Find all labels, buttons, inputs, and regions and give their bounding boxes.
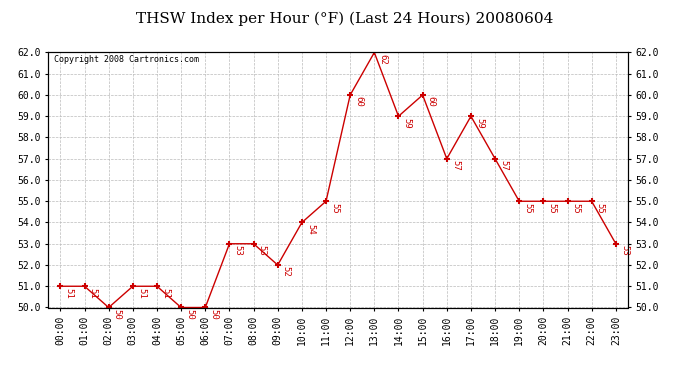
Text: 53: 53 [620, 245, 629, 256]
Text: 52: 52 [282, 266, 291, 277]
Text: THSW Index per Hour (°F) (Last 24 Hours) 20080604: THSW Index per Hour (°F) (Last 24 Hours)… [137, 11, 553, 26]
Text: 59: 59 [475, 118, 484, 128]
Text: 51: 51 [65, 288, 74, 298]
Text: 50: 50 [186, 309, 195, 320]
Text: 60: 60 [427, 96, 436, 107]
Text: Copyright 2008 Cartronics.com: Copyright 2008 Cartronics.com [54, 55, 199, 64]
Text: 55: 55 [596, 202, 605, 213]
Text: 57: 57 [451, 160, 460, 171]
Text: 53: 53 [258, 245, 267, 256]
Text: 57: 57 [500, 160, 509, 171]
Text: 60: 60 [355, 96, 364, 107]
Text: 59: 59 [403, 118, 412, 128]
Text: 53: 53 [234, 245, 243, 256]
Text: 51: 51 [161, 288, 170, 298]
Text: 50: 50 [210, 309, 219, 320]
Text: 55: 55 [572, 202, 581, 213]
Text: 55: 55 [331, 202, 339, 213]
Text: 55: 55 [548, 202, 557, 213]
Text: 50: 50 [113, 309, 122, 320]
Text: 62: 62 [379, 54, 388, 64]
Text: 51: 51 [137, 288, 146, 298]
Text: 55: 55 [524, 202, 533, 213]
Text: 51: 51 [89, 288, 98, 298]
Text: 54: 54 [306, 224, 315, 235]
